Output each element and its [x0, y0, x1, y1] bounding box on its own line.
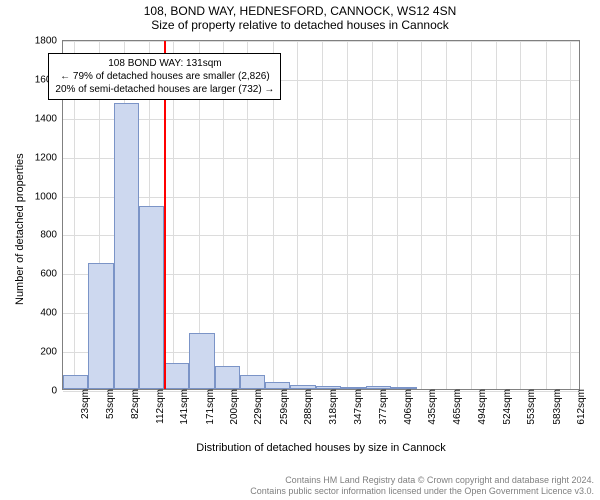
histogram-bar — [164, 363, 189, 389]
histogram-bar — [114, 103, 139, 389]
y-tick-label: 1400 — [35, 113, 63, 124]
histogram-bar — [88, 263, 113, 389]
histogram-bar — [391, 387, 416, 389]
annotation-line: 20% of semi-detached houses are larger (… — [55, 83, 274, 96]
x-tick-label: 171sqm — [199, 389, 216, 425]
x-tick-label: 377sqm — [372, 389, 389, 425]
histogram-bar — [341, 387, 366, 389]
x-tick-label: 494sqm — [471, 389, 488, 425]
footer-attribution: Contains HM Land Registry data © Crown c… — [250, 475, 594, 498]
y-tick-label: 0 — [51, 386, 63, 397]
x-tick-label: 23sqm — [74, 389, 91, 419]
x-tick-label: 112sqm — [149, 389, 166, 424]
footer-line1: Contains HM Land Registry data © Crown c… — [250, 475, 594, 487]
x-tick-label: 553sqm — [520, 389, 537, 425]
histogram-bar — [316, 386, 341, 389]
x-tick-label: 288sqm — [297, 389, 314, 425]
x-tick-label: 435sqm — [421, 389, 438, 425]
x-tick-label: 583sqm — [546, 389, 563, 425]
histogram-bar — [240, 375, 265, 389]
x-tick-label: 524sqm — [496, 389, 513, 425]
x-tick-label: 406sqm — [397, 389, 414, 425]
y-tick-label: 600 — [40, 269, 63, 280]
y-tick-label: 400 — [40, 308, 63, 319]
x-tick-label: 318sqm — [322, 389, 339, 425]
histogram-bar — [290, 385, 315, 389]
title-sub: Size of property relative to detached ho… — [0, 18, 600, 34]
y-tick-label: 200 — [40, 347, 63, 358]
histogram-bar — [63, 375, 88, 389]
x-tick-label: 465sqm — [446, 389, 463, 425]
x-tick-label: 53sqm — [99, 389, 116, 419]
x-tick-label: 612sqm — [570, 389, 587, 425]
x-tick-label: 229sqm — [247, 389, 264, 425]
x-tick-label: 200sqm — [223, 389, 240, 425]
annotation-box: 108 BOND WAY: 131sqm← 79% of detached ho… — [48, 53, 281, 100]
y-tick-label: 1200 — [35, 152, 63, 163]
y-tick-label: 1800 — [35, 36, 63, 47]
histogram-bar — [366, 386, 391, 390]
y-tick-label: 800 — [40, 230, 63, 241]
x-tick-label: 82sqm — [124, 389, 141, 419]
histogram-bar — [215, 366, 240, 389]
histogram-bar — [139, 206, 164, 389]
footer-line2: Contains public sector information licen… — [250, 486, 594, 498]
title-address: 108, BOND WAY, HEDNESFORD, CANNOCK, WS12… — [0, 0, 600, 18]
histogram-bar — [265, 382, 290, 389]
x-tick-label: 347sqm — [347, 389, 364, 425]
histogram-bar — [189, 333, 214, 389]
y-tick-label: 1000 — [35, 191, 63, 202]
histogram-plot: 02004006008001000120014001600180023sqm53… — [62, 40, 580, 390]
x-axis-label: Distribution of detached houses by size … — [62, 442, 580, 454]
annotation-line: 108 BOND WAY: 131sqm — [55, 57, 274, 70]
x-tick-label: 259sqm — [273, 389, 290, 425]
y-axis-label: Number of detached properties — [14, 153, 26, 305]
annotation-line: ← 79% of detached houses are smaller (2,… — [55, 70, 274, 83]
x-tick-label: 141sqm — [173, 389, 190, 425]
